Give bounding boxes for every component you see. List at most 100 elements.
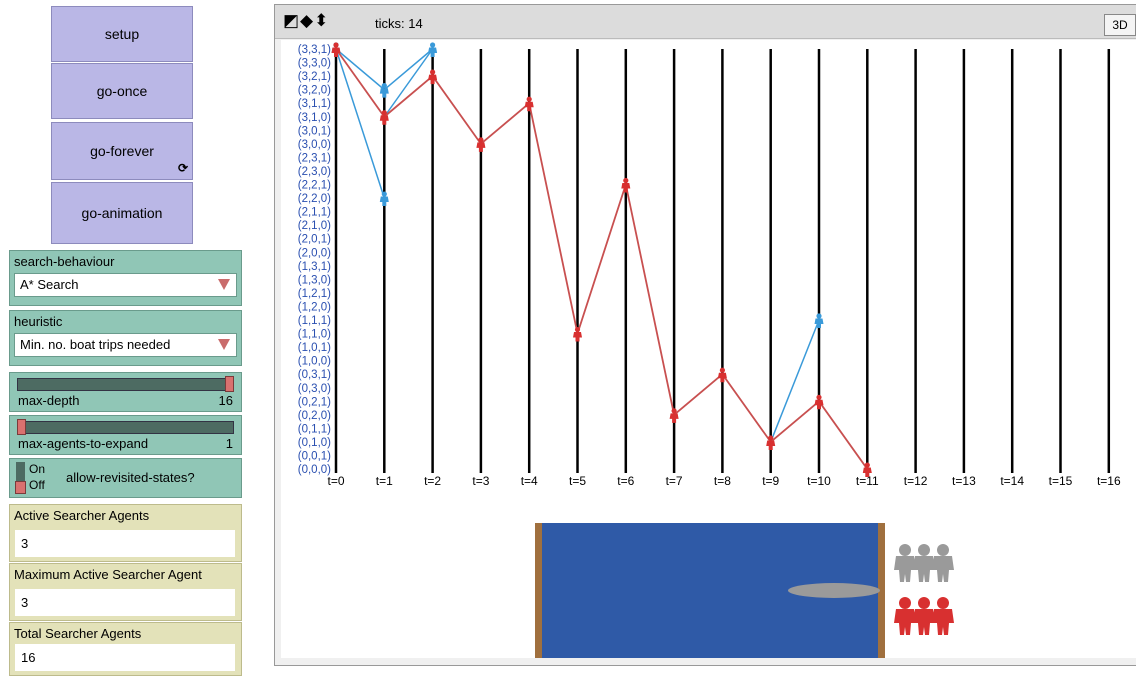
max-depth-value: 16 [218, 393, 233, 408]
red-agent-marker [766, 435, 776, 450]
y-tick-label: (3,2,0) [298, 85, 331, 97]
view-resize-icons[interactable]: ◩◆⬍ [283, 11, 330, 30]
cannibal-icon [913, 597, 935, 635]
y-tick-label: (3,3,1) [298, 44, 331, 56]
go-forever-label: go-forever [90, 143, 154, 159]
slider-track[interactable] [17, 421, 234, 434]
y-tick-label: (0,1,1) [298, 423, 331, 435]
allow-revisited-states-switch[interactable]: On Off allow-revisited-states? [9, 458, 242, 498]
search-behaviour-chooser[interactable]: search-behaviour A* Search [9, 250, 242, 306]
red-agent-marker [573, 326, 582, 342]
x-tick-label: t=4 [521, 474, 538, 488]
y-tick-label: (0,3,0) [298, 383, 331, 395]
blue-agent-marker [379, 83, 389, 98]
blue-agent-marker [814, 313, 824, 328]
slider-knob[interactable] [225, 376, 234, 392]
max-agents-to-expand-value: 1 [225, 436, 233, 451]
y-tick-label: (2,1,1) [298, 207, 331, 219]
y-tick-label: (2,2,1) [298, 180, 331, 192]
blue-search-edge [770, 319, 820, 443]
missionary-icon [932, 544, 954, 582]
y-tick-label: (2,3,1) [298, 152, 331, 164]
y-tick-label: (1,0,1) [298, 342, 331, 354]
left-bank [535, 523, 542, 658]
x-tick-label: t=10 [807, 474, 831, 488]
x-tick-label: t=6 [617, 474, 634, 488]
red-agent-marker [717, 367, 727, 383]
missionary-icon [913, 544, 935, 582]
switch-rail[interactable] [16, 462, 25, 494]
x-tick-label: t=7 [666, 474, 683, 488]
y-tick-label: (3,1,0) [298, 112, 331, 124]
blue-search-edge [383, 48, 434, 118]
red-solution-path [335, 48, 869, 470]
search-behaviour-value: A* Search [20, 277, 79, 292]
go-forever-button[interactable]: go-forever ⟳ [51, 122, 193, 180]
x-tick-label: t=1 [376, 474, 393, 488]
monitor-label: Maximum Active Searcher Agent [14, 567, 202, 582]
red-agent-marker [428, 69, 438, 85]
blue-search-edge [335, 48, 385, 91]
blue-search-edge [383, 48, 434, 91]
y-tick-label: (3,1,1) [298, 98, 331, 110]
view-canvas[interactable]: t=0 t=1 t=2 t=3 t=4 t=5 t=6 t=7 t=8 t=9 t=10 t=11 t=… [281, 40, 1136, 658]
3d-button[interactable]: 3D [1104, 14, 1136, 36]
max-agents-to-expand-slider[interactable]: max-agents-to-expand 1 [9, 415, 242, 455]
total-searcher-agents-monitor: Total Searcher Agents 16 [9, 622, 242, 676]
red-agent-marker [331, 42, 341, 57]
x-tick-label: t=2 [424, 474, 441, 488]
x-tick-label: t=12 [904, 474, 928, 488]
y-tick-label: (3,3,0) [298, 58, 331, 70]
allow-revisited-states-label: allow-revisited-states? [66, 470, 195, 485]
x-tick-label: t=13 [952, 474, 976, 488]
switch-knob[interactable] [15, 481, 26, 494]
y-tick-label: (3,2,1) [298, 71, 331, 83]
red-agent-marker [814, 394, 824, 410]
slider-knob[interactable] [17, 419, 26, 435]
ticks-counter: ticks: 14 [375, 16, 423, 31]
go-once-button[interactable]: go-once [51, 63, 193, 119]
max-depth-slider[interactable]: max-depth 16 [9, 372, 242, 412]
search-behaviour-select[interactable]: A* Search [14, 273, 237, 297]
switch-off-label: Off [29, 478, 45, 492]
slider-track[interactable] [17, 378, 234, 391]
x-tick-label: t=5 [569, 474, 586, 488]
people-group [894, 544, 954, 635]
red-agent-marker [669, 408, 679, 423]
heuristic-select[interactable]: Min. no. boat trips needed [14, 333, 237, 357]
x-tick-label: t=8 [714, 474, 731, 488]
y-tick-label: (0,0,0) [298, 464, 331, 476]
y-tick-label: (0,2,0) [298, 410, 331, 422]
red-agent-marker [379, 110, 389, 125]
red-agent-marker [476, 137, 486, 152]
world-view: ◩◆⬍ ticks: 14 3D t=0 t=1 t=2 t=3 t=4 t=5 t=6 t=… [274, 4, 1136, 666]
y-tick-label: (3,0,1) [298, 125, 331, 137]
x-tick-label: t=3 [472, 474, 489, 488]
blue-agent-marker [379, 191, 389, 207]
y-tick-label: (1,0,0) [298, 356, 331, 368]
blue-search-edge [335, 48, 386, 199]
x-tick-label: t=16 [1097, 474, 1121, 488]
red-agent-marker [621, 177, 631, 193]
y-tick-label: (2,0,1) [298, 234, 331, 246]
boat-icon [788, 583, 880, 598]
monitor-value: 3 [15, 589, 235, 616]
go-once-label: go-once [96, 83, 148, 99]
y-tick-label: (2,2,0) [298, 193, 331, 205]
y-tick-label: (3,0,0) [298, 139, 331, 151]
x-tick-label: t=14 [1000, 474, 1024, 488]
go-animation-label: go-animation [81, 205, 163, 221]
heuristic-chooser[interactable]: heuristic Min. no. boat trips needed [9, 310, 242, 366]
max-agents-to-expand-label: max-agents-to-expand [18, 436, 149, 451]
y-tick-label: (0,1,0) [298, 437, 331, 449]
go-animation-button[interactable]: go-animation [51, 182, 193, 244]
y-tick-label: (1,2,1) [298, 288, 331, 300]
y-tick-label: (2,3,0) [298, 166, 331, 178]
x-tick-label: t=11 [856, 474, 879, 488]
heuristic-value: Min. no. boat trips needed [20, 337, 171, 352]
active-searcher-agents-monitor: Active Searcher Agents 3 [9, 504, 242, 562]
setup-label: setup [104, 26, 140, 42]
y-tick-label: (0,2,1) [298, 396, 331, 408]
setup-button[interactable]: setup [51, 6, 193, 62]
view-toolbar: ◩◆⬍ ticks: 14 3D [275, 5, 1136, 39]
